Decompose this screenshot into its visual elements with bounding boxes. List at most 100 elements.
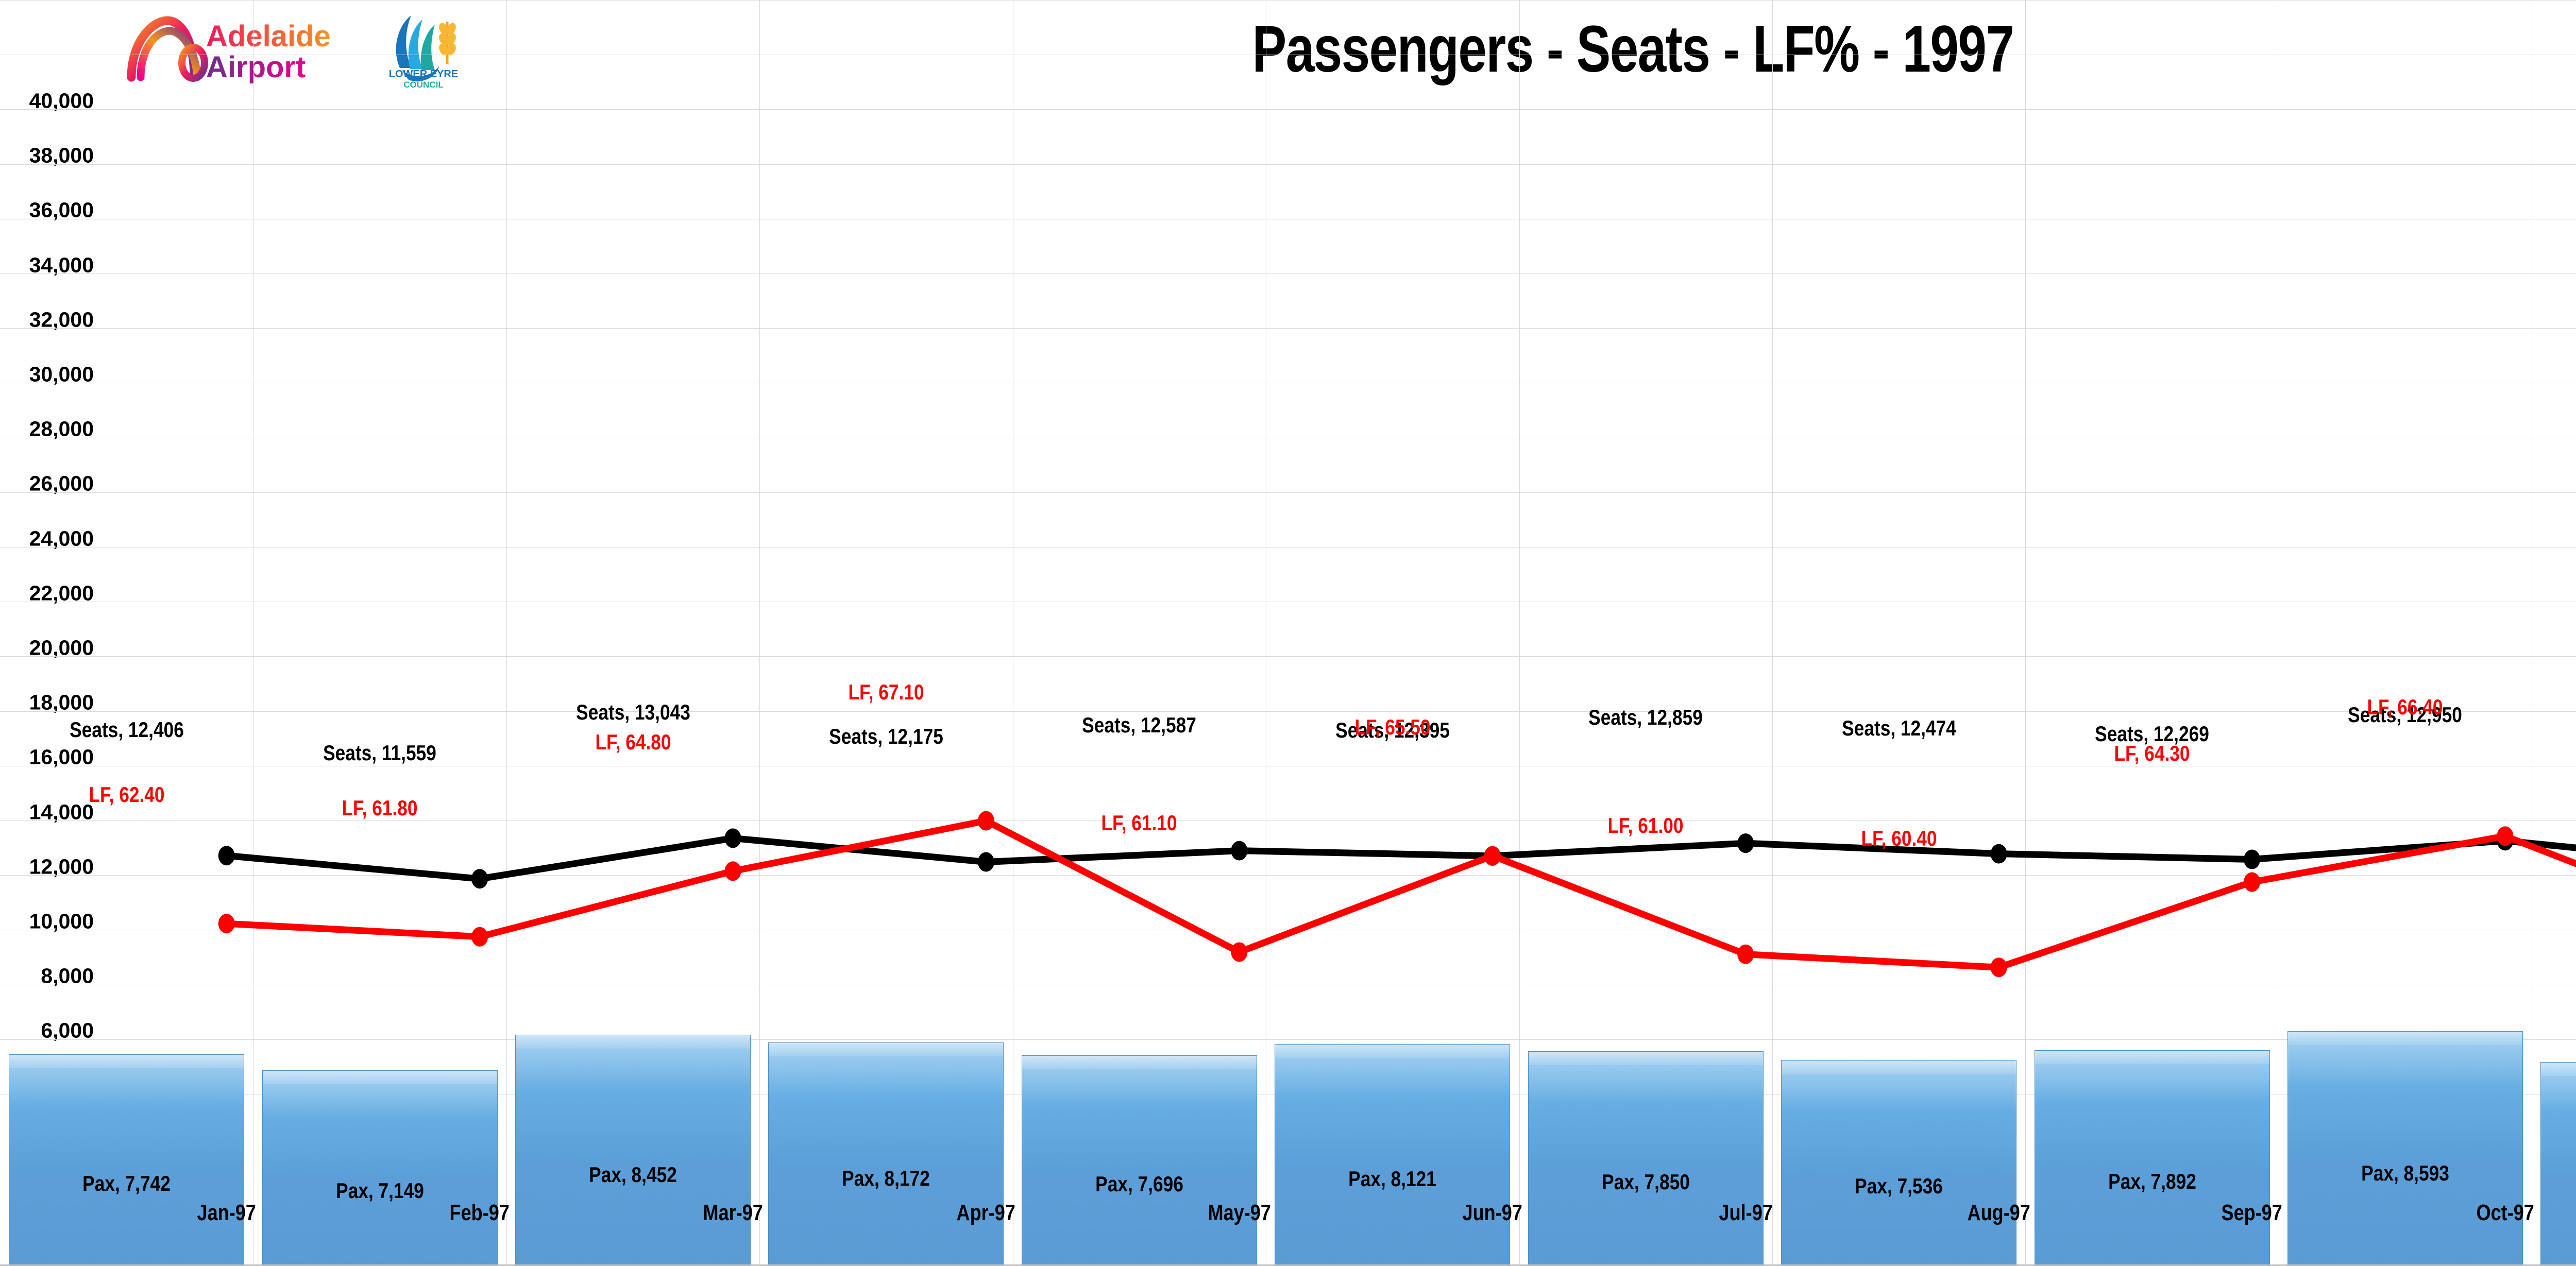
data-point-label: Seats, 12,406 (69, 717, 184, 742)
line-lf (223, 817, 2576, 971)
y-axis-left-tick: 12,000 (29, 854, 94, 879)
x-axis-tick-label: Jan-97 (197, 1200, 256, 1225)
data-point-marker[interactable] (2244, 872, 2261, 892)
gridline-horizontal (0, 0, 2576, 1)
bar[interactable]: Pax, 7,892 (2034, 1050, 2270, 1266)
y-axis-left-tick: 6,000 (41, 1018, 94, 1042)
data-point-label: Seats, 12,474 (1841, 715, 1956, 740)
line-series-layer (218, 811, 2576, 978)
gridline-horizontal (0, 1039, 2576, 1040)
bar[interactable]: Pax, 7,149 (262, 1070, 498, 1266)
gridline-horizontal (0, 820, 2576, 821)
chart-header: Adelaide Airport LOWER EYRE (0, 0, 2576, 96)
data-point-marker[interactable] (1231, 841, 1248, 861)
x-axis-line (0, 1264, 2576, 1266)
bar-value-label: Pax, 7,536 (1855, 1173, 1943, 1198)
data-point-marker[interactable] (1231, 942, 1248, 962)
lec-line2: COUNCIL (403, 80, 443, 90)
data-point-marker[interactable] (471, 869, 488, 889)
bar[interactable]: Pax, 7,536 (1781, 1059, 2017, 1266)
bar[interactable]: Pax, 7,450 (2540, 1062, 2576, 1266)
lec-line1: LOWER EYRE (389, 69, 458, 80)
gridline-horizontal (0, 492, 2576, 493)
data-point-marker[interactable] (1990, 957, 2007, 978)
gridline-vertical (506, 0, 507, 1266)
y-axis-left-tick: 36,000 (29, 198, 94, 222)
gridline-vertical (759, 0, 760, 1266)
y-axis-left-tick: 38,000 (29, 143, 94, 167)
data-point-label: LF, 60.40 (1861, 826, 1937, 851)
x-axis-tick-label: Sep-97 (2221, 1200, 2283, 1225)
bar[interactable]: Pax, 7,696 (1021, 1055, 1257, 1266)
bar-value-label: Pax, 8,452 (589, 1162, 677, 1187)
bar-value-label: Pax, 7,742 (82, 1171, 171, 1195)
data-point-marker[interactable] (2244, 849, 2261, 869)
data-point-marker[interactable] (218, 846, 235, 866)
gridline-horizontal (0, 875, 2576, 876)
adelaide-airport-logo: Adelaide Airport (116, 11, 363, 89)
page-title: Passengers - Seats - LF% - 1997 (1252, 12, 2014, 86)
data-point-marker[interactable] (724, 861, 741, 881)
data-point-label: Seats, 12,859 (1588, 705, 1703, 730)
bar-value-label: Pax, 7,892 (2108, 1169, 2196, 1194)
y-axis-left-tick: 28,000 (29, 417, 94, 441)
bar-value-label: Pax, 7,696 (1095, 1172, 1183, 1196)
data-point-marker[interactable] (1737, 833, 1754, 853)
gridline-vertical (1519, 0, 1520, 1266)
y-axis-left-tick: 10,000 (29, 909, 94, 933)
data-point-label: Seats, 12,950 (2348, 703, 2463, 727)
y-axis-left-tick: 16,000 (29, 745, 94, 769)
gridline-horizontal (0, 547, 2576, 548)
data-point-label: LF, 64.30 (2114, 741, 2190, 765)
data-point-marker[interactable] (724, 828, 741, 848)
gridline-horizontal (0, 273, 2576, 274)
x-axis-tick-label: May-97 (1208, 1200, 1271, 1225)
data-point-marker[interactable] (471, 927, 488, 947)
data-point-marker[interactable] (1990, 844, 2007, 864)
data-point-marker[interactable] (977, 811, 994, 831)
bar-value-label: Pax, 8,172 (842, 1166, 930, 1190)
x-axis-tick-label: Apr-97 (956, 1200, 1016, 1225)
y-axis-left-tick: 22,000 (29, 581, 94, 605)
data-point-label: LF, 61.80 (342, 795, 418, 820)
data-point-label: LF, 61.00 (1607, 813, 1684, 837)
data-point-label: LF, 61.10 (1101, 811, 1177, 835)
data-point-marker[interactable] (977, 852, 994, 872)
bar[interactable]: Pax, 7,850 (1528, 1051, 1764, 1266)
data-point-label: LF, 62.40 (89, 782, 165, 807)
data-point-label: LF, 66.40 (2367, 695, 2443, 720)
bar[interactable]: Pax, 8,452 (515, 1035, 751, 1266)
x-axis-tick-label: Aug-97 (1967, 1200, 2030, 1225)
x-axis-tick-label: Jul-97 (1719, 1200, 1773, 1225)
x-axis-tick-label: Oct-97 (2476, 1200, 2534, 1225)
x-axis-tick-label: Feb-97 (449, 1200, 510, 1225)
data-point-marker[interactable] (1737, 944, 1754, 964)
y-axis-left: 02,0004,0006,0008,00010,00012,00014,0001… (0, 89, 97, 1207)
bar-value-label: Pax, 7,850 (1601, 1170, 1690, 1194)
y-axis-left-tick: 8,000 (41, 964, 94, 988)
data-point-label: Seats, 11,559 (323, 741, 436, 765)
y-axis-left-tick: 24,000 (29, 526, 94, 551)
bar[interactable]: Pax, 8,121 (1275, 1043, 1511, 1266)
y-axis-left-tick: 26,000 (29, 471, 94, 495)
bar[interactable]: Pax, 8,593 (2287, 1031, 2523, 1266)
data-point-label: Seats, 12,175 (829, 724, 943, 748)
data-point-marker[interactable] (218, 914, 235, 934)
line-seats (223, 834, 2576, 882)
bar-value-label: Pax, 7,149 (335, 1178, 424, 1203)
gridline-vertical (1772, 0, 1773, 1266)
bar[interactable]: Pax, 8,172 (768, 1042, 1004, 1266)
bar[interactable]: Pax, 7,742 (9, 1054, 245, 1266)
x-axis-labels: Jan-97 Feb-97 Mar-97 Apr-97 May-97 Jun-97 Jul-… (100, 1200, 2576, 1257)
bar-value-label: Pax, 8,121 (1348, 1166, 1437, 1191)
gridline-horizontal (0, 164, 2576, 165)
data-point-marker[interactable] (1484, 846, 1501, 866)
y-axis-left-tick: 30,000 (29, 362, 94, 386)
data-point-label: Seats, 12,395 (1335, 717, 1450, 742)
data-point-marker[interactable] (2497, 826, 2514, 846)
gridline-horizontal (0, 328, 2576, 329)
y-axis-left-tick: 40,000 (29, 89, 94, 113)
svg-text:Airport: Airport (206, 50, 306, 84)
data-point-label: Seats, 12,587 (1082, 712, 1197, 737)
